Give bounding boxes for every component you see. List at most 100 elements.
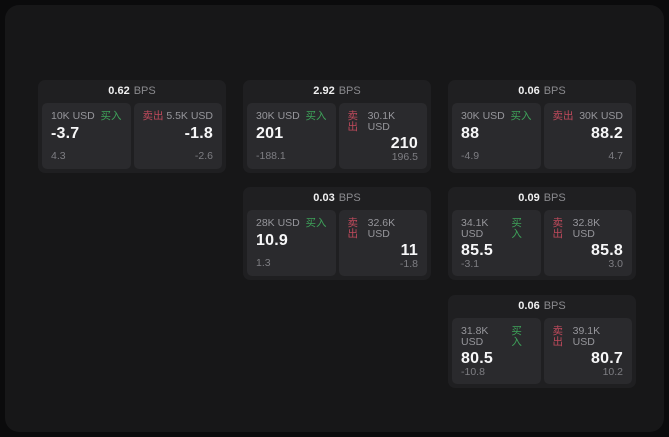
- sell-amount: 39.1K USD: [572, 325, 601, 348]
- buy-amount: 34.1K USD: [461, 217, 489, 240]
- buy-amount: 31.8K USD: [461, 325, 489, 348]
- card-body: 10K USD 买入 -3.7 4.3 卖出 5.5K USD -1.8 -2.…: [38, 103, 226, 169]
- buy-amount: 30K USD: [461, 110, 505, 122]
- quote-card: 2.92 BPS 30K USD 买入 201 -188.1 卖出 30.1K …: [243, 80, 431, 173]
- sell-price: 11: [400, 242, 418, 259]
- sell-label: 卖出: [347, 217, 359, 240]
- bps-unit: BPS: [338, 85, 361, 97]
- bps-value: 0.06: [518, 85, 540, 97]
- sell-pane-top: 卖出 30K USD: [553, 111, 624, 122]
- sell-price: 85.8: [591, 242, 623, 259]
- sell-label: 卖出: [142, 110, 164, 122]
- buy-label: 买入: [305, 217, 327, 229]
- sell-amount: 30.1K USD: [367, 110, 396, 133]
- buy-pane-top: 10K USD 买入: [51, 111, 122, 122]
- buy-label: 买入: [510, 110, 532, 122]
- buy-price: 88: [461, 124, 480, 142]
- sell-pane-top: 卖出 5.5K USD: [143, 111, 214, 122]
- sell-pane[interactable]: 卖出 30.1K USD 210 196.5: [338, 103, 427, 169]
- buy-pane[interactable]: 34.1K USD 买入 85.5 -3.1: [452, 210, 541, 276]
- card-header: 0.06 BPS: [448, 80, 636, 103]
- bps-unit: BPS: [133, 85, 156, 97]
- card-body: 31.8K USD 买入 80.5 -10.8 卖出 39.1K USD 80.…: [448, 318, 636, 384]
- buy-delta: -3.1: [461, 258, 480, 270]
- quote-card: 0.06 BPS 31.8K USD 买入 80.5 -10.8 卖出 39.1…: [448, 295, 636, 388]
- sell-amount: 32.6K USD: [367, 217, 396, 240]
- card-header: 0.09 BPS: [448, 187, 636, 210]
- buy-pane[interactable]: 31.8K USD 买入 80.5 -10.8: [452, 318, 541, 384]
- sell-price: 88.2: [591, 124, 623, 142]
- bps-value: 0.62: [108, 85, 130, 97]
- sell-pane[interactable]: 卖出 32.6K USD 11 -1.8: [338, 210, 427, 276]
- card-header: 0.62 BPS: [38, 80, 226, 103]
- sell-delta: 4.7: [608, 149, 623, 162]
- sell-delta: 3.0: [608, 258, 623, 270]
- sell-label: 卖出: [552, 110, 574, 122]
- bps-value: 0.06: [518, 300, 540, 312]
- buy-amount: 28K USD: [256, 217, 300, 229]
- sell-amount: 30K USD: [579, 110, 623, 122]
- sell-pane-top: 卖出 32.6K USD: [348, 218, 419, 239]
- sell-amount: 5.5K USD: [166, 110, 213, 122]
- bps-unit: BPS: [543, 192, 566, 204]
- sell-delta: 10.2: [602, 366, 623, 378]
- quote-card: 0.09 BPS 34.1K USD 买入 85.5 -3.1 卖出 32.8K…: [448, 187, 636, 280]
- sell-delta: 196.5: [391, 151, 418, 163]
- buy-pane[interactable]: 10K USD 买入 -3.7 4.3: [42, 103, 131, 169]
- sell-price: 80.7: [591, 350, 623, 367]
- buy-price: 80.5: [461, 350, 493, 367]
- buy-pane-top: 30K USD 买入: [256, 111, 327, 122]
- buy-pane-top: 34.1K USD 买入: [461, 218, 532, 239]
- buy-pane[interactable]: 30K USD 买入 201 -188.1: [247, 103, 336, 169]
- bps-value: 2.92: [313, 85, 335, 97]
- card-header: 0.06 BPS: [448, 295, 636, 318]
- buy-label: 买入: [305, 110, 327, 122]
- card-body: 28K USD 买入 10.9 1.3 卖出 32.6K USD 11 -1.8: [243, 210, 431, 276]
- buy-label: 买入: [511, 217, 522, 240]
- buy-price: 85.5: [461, 242, 493, 259]
- buy-label: 买入: [511, 325, 522, 348]
- sell-label: 卖出: [552, 217, 564, 240]
- sell-pane[interactable]: 卖出 32.8K USD 85.8 3.0: [543, 210, 632, 276]
- main-panel: 0.62 BPS 10K USD 买入 -3.7 4.3 卖出 5.5K USD…: [5, 5, 664, 432]
- card-header: 0.03 BPS: [243, 187, 431, 210]
- buy-pane-top: 28K USD 买入: [256, 218, 327, 229]
- quote-card: 0.03 BPS 28K USD 买入 10.9 1.3 卖出 32.6K US…: [243, 187, 431, 280]
- sell-delta: -2.6: [194, 149, 213, 162]
- bps-unit: BPS: [543, 300, 566, 312]
- buy-label: 买入: [100, 110, 122, 122]
- buy-pane-top: 31.8K USD 买入: [461, 326, 532, 347]
- sell-price: 210: [390, 135, 418, 152]
- buy-price: -3.7: [51, 124, 80, 142]
- buy-amount: 10K USD: [51, 110, 95, 122]
- buy-pane[interactable]: 28K USD 买入 10.9 1.3: [247, 210, 336, 276]
- buy-delta: -4.9: [461, 149, 480, 162]
- sell-price: -1.8: [184, 124, 213, 142]
- sell-pane-top: 卖出 32.8K USD: [553, 218, 624, 239]
- card-header: 2.92 BPS: [243, 80, 431, 103]
- buy-delta: -10.8: [461, 366, 485, 378]
- buy-price: 201: [256, 124, 284, 142]
- bps-value: 0.03: [313, 192, 335, 204]
- buy-pane-top: 30K USD 买入: [461, 111, 532, 122]
- buy-delta: 4.3: [51, 149, 66, 162]
- bps-value: 0.09: [518, 192, 540, 204]
- sell-pane-top: 卖出 39.1K USD: [553, 326, 624, 347]
- card-body: 34.1K USD 买入 85.5 -3.1 卖出 32.8K USD 85.8…: [448, 210, 636, 276]
- sell-label: 卖出: [347, 110, 359, 133]
- buy-price: 10.9: [256, 231, 288, 249]
- bps-unit: BPS: [543, 85, 566, 97]
- buy-pane[interactable]: 30K USD 买入 88 -4.9: [452, 103, 541, 169]
- bps-unit: BPS: [338, 192, 361, 204]
- card-body: 30K USD 买入 201 -188.1 卖出 30.1K USD 210 1…: [243, 103, 431, 169]
- sell-pane[interactable]: 卖出 39.1K USD 80.7 10.2: [543, 318, 632, 384]
- sell-pane[interactable]: 卖出 30K USD 88.2 4.7: [543, 103, 632, 169]
- quote-card: 0.06 BPS 30K USD 买入 88 -4.9 卖出 30K USD 8…: [448, 80, 636, 173]
- card-body: 30K USD 买入 88 -4.9 卖出 30K USD 88.2 4.7: [448, 103, 636, 169]
- sell-pane[interactable]: 卖出 5.5K USD -1.8 -2.6: [133, 103, 222, 169]
- sell-label: 卖出: [552, 325, 564, 348]
- quote-card: 0.62 BPS 10K USD 买入 -3.7 4.3 卖出 5.5K USD…: [38, 80, 226, 173]
- buy-delta: -188.1: [256, 149, 286, 162]
- buy-amount: 30K USD: [256, 110, 300, 122]
- buy-delta: 1.3: [256, 256, 271, 269]
